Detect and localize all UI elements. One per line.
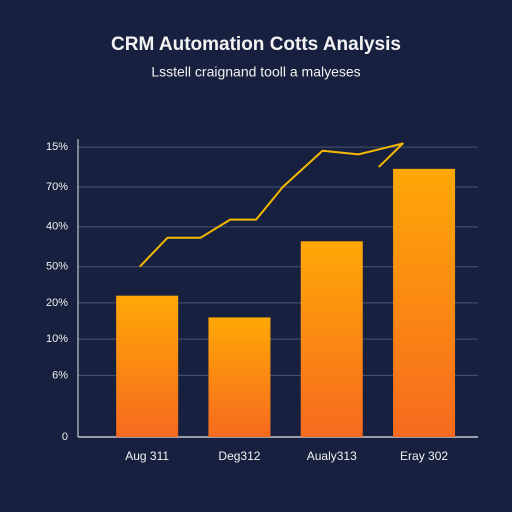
x-tick-label: Eray 302 <box>400 449 448 463</box>
y-tick-label: 0 <box>62 431 68 443</box>
x-tick-label: Aualy313 <box>307 449 357 463</box>
bar <box>208 317 271 437</box>
bar <box>393 168 456 437</box>
x-tick-label: Aug 311 <box>125 449 169 463</box>
chart-title: CRM Automation Cotts Analysis <box>111 34 401 55</box>
y-tick-label: 6% <box>52 369 68 381</box>
y-tick-label: 15% <box>46 141 68 153</box>
x-tick-label: Deg312 <box>218 449 260 463</box>
y-tick-label: 50% <box>46 261 68 273</box>
y-tick-label: 10% <box>46 333 68 345</box>
chart-subtitle: Lsstell craignand tooll a malyeses <box>151 64 360 80</box>
y-tick-label: 70% <box>46 181 68 193</box>
y-tick-label: 20% <box>46 297 68 309</box>
bar <box>116 295 179 437</box>
y-tick-label: 40% <box>46 221 68 233</box>
trend-line <box>139 142 404 268</box>
bar <box>300 241 363 437</box>
